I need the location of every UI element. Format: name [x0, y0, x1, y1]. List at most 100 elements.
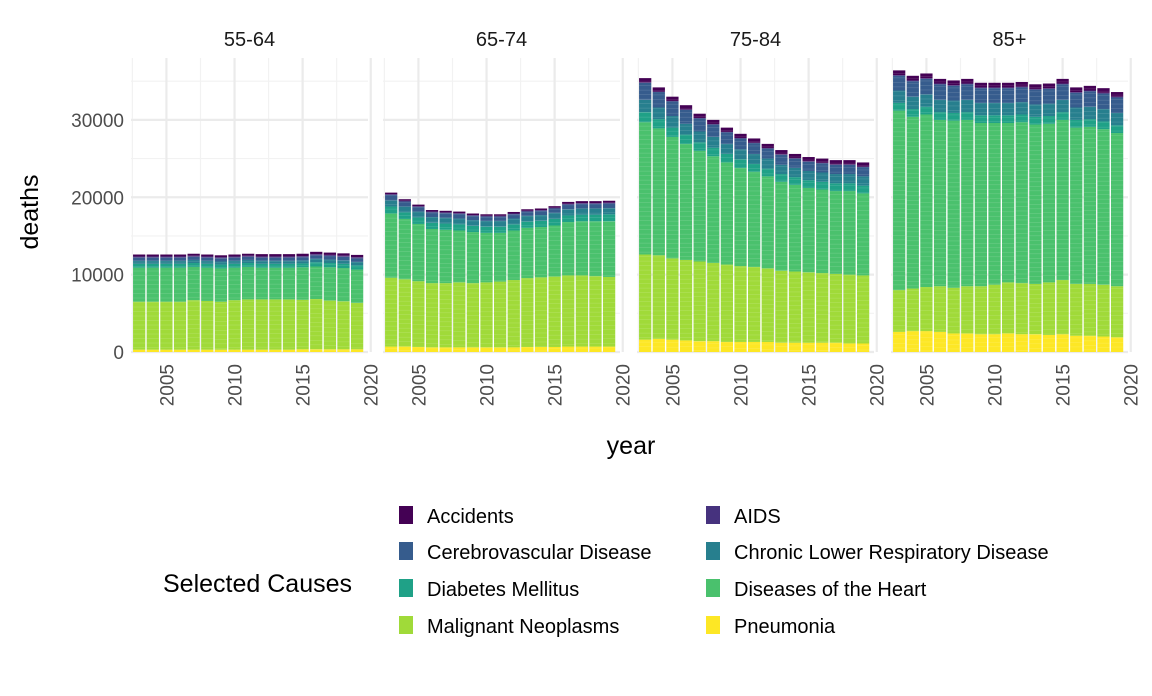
bar-chronic-lower-respiratory-disease-2006 — [680, 124, 692, 135]
facet-label-65-74: 65-74 — [476, 29, 527, 51]
bar-diseases-of-the-heart-2019 — [351, 270, 363, 303]
bar-malignant-neoplasms-2017 — [830, 274, 842, 343]
bar-chronic-lower-respiratory-disease-2013 — [269, 261, 281, 264]
bar-pneumonia-2009 — [975, 334, 987, 352]
bar-pneumonia-2014 — [1043, 335, 1055, 352]
bar-accidents-2017 — [830, 160, 842, 164]
bar-pneumonia-2013 — [269, 350, 281, 352]
bar-malignant-neoplasms-2006 — [680, 260, 692, 340]
bar-cerebrovascular-disease-2007 — [188, 257, 200, 260]
bar-cerebrovascular-disease-2012 — [256, 258, 268, 261]
legend-swatch — [399, 579, 413, 597]
bar-malignant-neoplasms-2016 — [1070, 284, 1082, 336]
bar-texture — [160, 258, 172, 348]
bar-malignant-neoplasms-2014 — [789, 272, 801, 343]
bar-malignant-neoplasms-2003 — [133, 302, 145, 350]
bar-malignant-neoplasms-2012 — [762, 268, 774, 342]
bar-malignant-neoplasms-2018 — [843, 275, 855, 344]
bar-diseases-of-the-heart-2016 — [310, 267, 322, 299]
bar-accidents-2006 — [174, 255, 186, 257]
bar-pneumonia-2017 — [576, 347, 588, 352]
bar-texture — [215, 258, 227, 348]
bar-chronic-lower-respiratory-disease-2015 — [296, 260, 308, 263]
bar-malignant-neoplasms-2016 — [310, 299, 322, 349]
bar-accidents-2017 — [1084, 86, 1096, 91]
legend-swatch — [399, 506, 413, 524]
bar-aids-2003 — [385, 194, 397, 195]
bar-malignant-neoplasms-2005 — [160, 302, 172, 350]
bar-pneumonia-2019 — [1111, 337, 1123, 352]
legend-item: Pneumonia — [706, 616, 836, 638]
bar-accidents-2013 — [1029, 84, 1041, 89]
bar-diabetes-mellitus-2016 — [310, 262, 322, 266]
bar-pneumonia-2012 — [256, 350, 268, 352]
bar-pneumonia-2008 — [707, 341, 719, 352]
bar-malignant-neoplasms-2018 — [589, 276, 601, 346]
bar-aids-2006 — [934, 84, 946, 85]
bar-pneumonia-2013 — [521, 347, 533, 352]
bar-chronic-lower-respiratory-disease-2014 — [1043, 104, 1055, 116]
bar-diseases-of-the-heart-2015 — [548, 226, 560, 277]
bar-diseases-of-the-heart-2018 — [589, 221, 601, 276]
facet-label-75-84: 75-84 — [730, 29, 781, 51]
bar-diseases-of-the-heart-2011 — [748, 172, 760, 267]
bar-chronic-lower-respiratory-disease-2004 — [907, 97, 919, 109]
bar-aids-2013 — [1029, 89, 1041, 90]
bar-pneumonia-2015 — [548, 347, 560, 352]
bar-accidents-2005 — [412, 205, 424, 207]
bar-pneumonia-2019 — [603, 347, 615, 352]
bar-pneumonia-2013 — [775, 343, 787, 352]
bar-pneumonia-2009 — [467, 347, 479, 352]
bar-accidents-2014 — [535, 208, 547, 210]
bar-diseases-of-the-heart-2007 — [440, 230, 452, 283]
bar-accidents-2004 — [399, 199, 411, 201]
bar-malignant-neoplasms-2018 — [1097, 285, 1109, 337]
bar-cerebrovascular-disease-2004 — [147, 258, 159, 261]
bar-chronic-lower-respiratory-disease-2003 — [385, 200, 397, 206]
bar-malignant-neoplasms-2015 — [802, 272, 814, 342]
bar-diseases-of-the-heart-2006 — [426, 229, 438, 283]
bar-pneumonia-2017 — [324, 349, 336, 352]
bar-cerebrovascular-disease-2018 — [589, 204, 601, 209]
bar-aids-2011 — [494, 216, 506, 217]
x-tick-label-2015: 2015 — [546, 364, 567, 406]
bar-aids-2017 — [1084, 90, 1096, 91]
bar-diabetes-mellitus-2017 — [576, 215, 588, 222]
bar-cerebrovascular-disease-2013 — [775, 155, 787, 165]
bar-pneumonia-2007 — [188, 350, 200, 352]
bar-aids-2016 — [562, 204, 574, 205]
bar-diseases-of-the-heart-2009 — [975, 123, 987, 286]
bar-accidents-2006 — [934, 79, 946, 84]
bar-texture — [201, 258, 213, 348]
bar-aids-2005 — [920, 78, 932, 79]
bar-pneumonia-2004 — [399, 347, 411, 352]
bar-chronic-lower-respiratory-disease-2018 — [843, 174, 855, 183]
bar-accidents-2015 — [802, 157, 814, 161]
bar-aids-2010 — [988, 87, 1000, 88]
bar-accidents-2018 — [589, 201, 601, 203]
x-axis-title: year — [607, 432, 656, 460]
bar-aids-2006 — [426, 212, 438, 213]
bar-diseases-of-the-heart-2013 — [775, 182, 787, 271]
bar-aids-2009 — [467, 215, 479, 216]
bar-diabetes-mellitus-2004 — [653, 119, 665, 128]
bar-malignant-neoplasms-2005 — [412, 281, 424, 347]
x-tick-label-2020: 2020 — [1122, 364, 1143, 406]
bar-texture — [133, 258, 145, 348]
bar-accidents-2019 — [1111, 92, 1123, 97]
bar-pneumonia-2003 — [639, 340, 651, 352]
bar-aids-2004 — [399, 201, 411, 202]
bar-diabetes-mellitus-2004 — [147, 264, 159, 268]
bar-accidents-2009 — [467, 214, 479, 216]
bar-accidents-2011 — [1002, 83, 1014, 88]
bar-chronic-lower-respiratory-disease-2003 — [893, 90, 905, 102]
bar-accidents-2015 — [548, 206, 560, 208]
legend-item: AIDS — [706, 506, 781, 528]
bar-diseases-of-the-heart-2007 — [948, 121, 960, 288]
bar-diseases-of-the-heart-2015 — [1056, 120, 1068, 280]
legend-label: Diseases of the Heart — [734, 579, 927, 601]
bar-diseases-of-the-heart-2004 — [653, 128, 665, 255]
bar-diabetes-mellitus-2009 — [721, 154, 733, 163]
bar-diabetes-mellitus-2014 — [535, 221, 547, 227]
